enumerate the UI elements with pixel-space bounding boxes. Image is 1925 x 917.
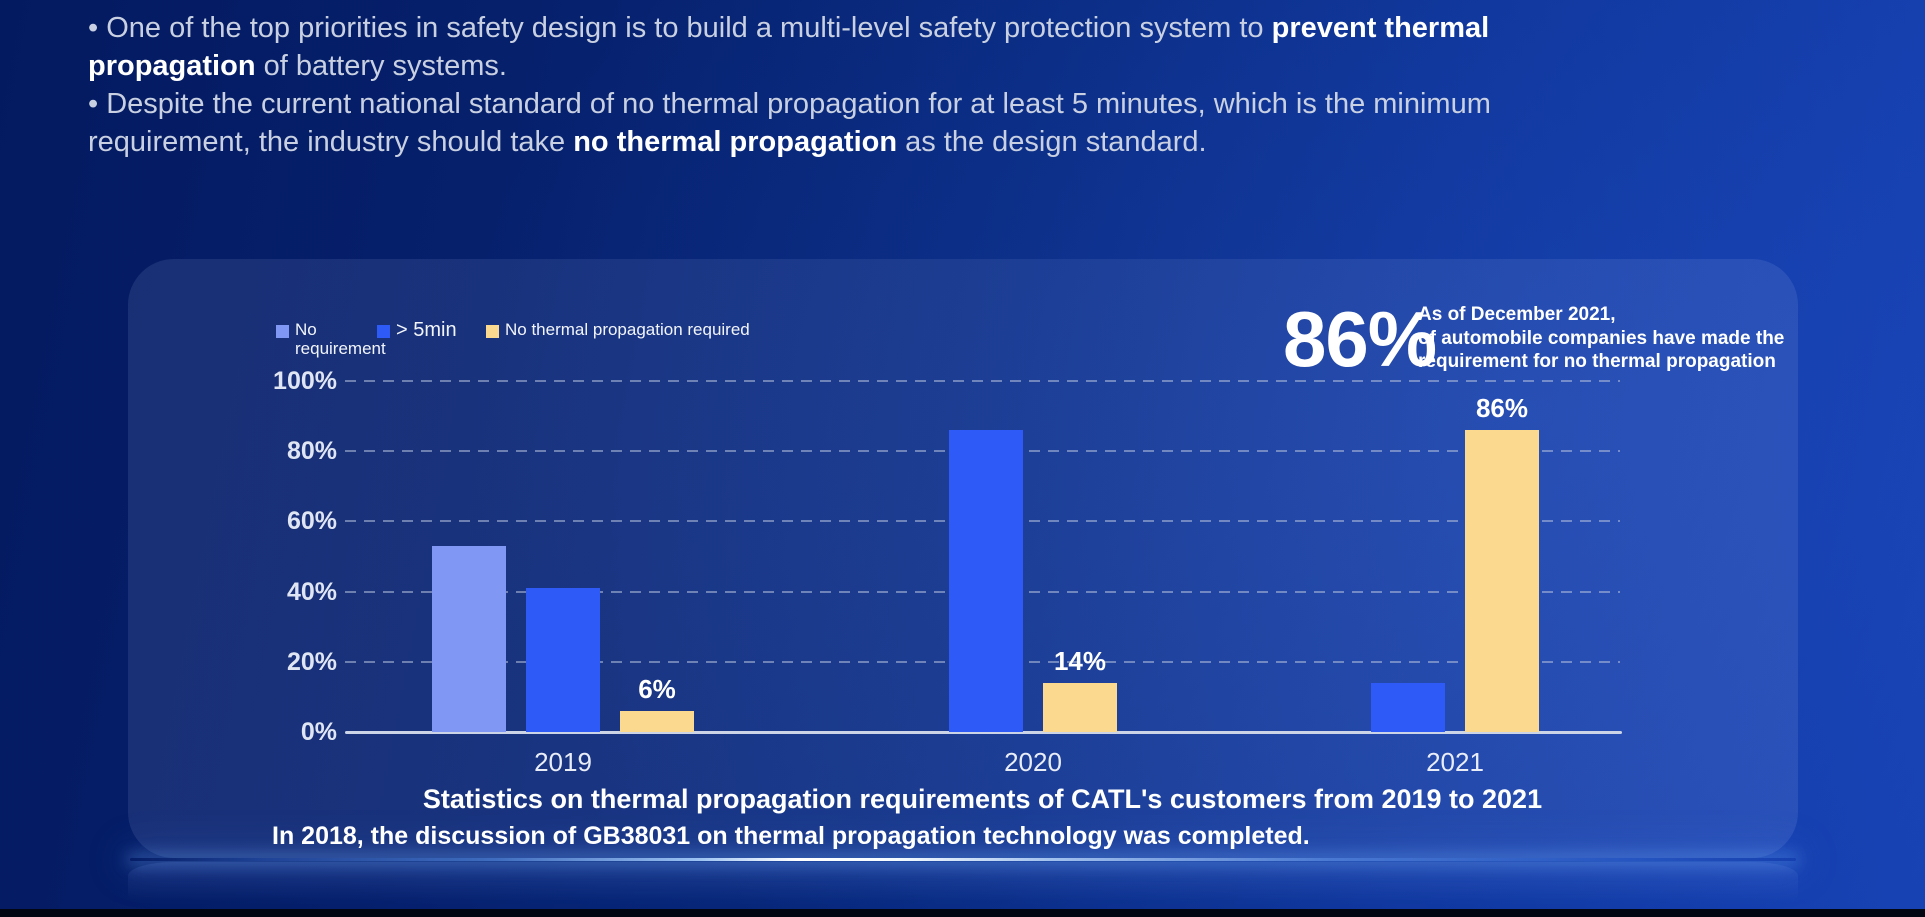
bullet-text: • Despite the current national standard …: [88, 88, 1491, 158]
callout-text: As of December 2021, of automobile compan…: [1418, 303, 1784, 374]
callout-text-line: As of December 2021,: [1418, 304, 1616, 325]
bar-value-label-2020: 14%: [1053, 646, 1107, 676]
legend-label: > 5min: [396, 319, 457, 341]
bar-2019-5min: [526, 588, 600, 732]
x-axis-label-2019: 2019: [534, 747, 592, 777]
legend-swatch-no-thermal-propagation-required: [486, 325, 499, 338]
bullet-text: • One of the top priorities in safety de…: [88, 12, 1272, 44]
legend-item-no-thermal-propagation-required: No thermal propagation required: [486, 320, 750, 339]
bar-2019-no-thermal-propagation-required: [620, 711, 694, 732]
chart-footnote: In 2018, the discussion of GB38031 on th…: [272, 822, 1310, 850]
bar-2021-no-thermal-propagation-required: [1465, 430, 1539, 732]
panel-reflection: [128, 862, 1798, 908]
bar-2019-no-requirement: [432, 546, 506, 732]
bullet-text-bold: no thermal propagation: [573, 126, 898, 158]
y-axis-tick-label: 20%: [286, 648, 337, 676]
bullet-item: • One of the top priorities in safety de…: [88, 9, 1788, 85]
legend-item-no-requirement: No requirement: [276, 320, 386, 358]
bottom-edge: [0, 909, 1925, 917]
legend-swatch-5min: [377, 325, 390, 338]
x-axis-line: [345, 731, 1622, 734]
bar-value-label-2019: 6%: [638, 674, 676, 704]
y-axis-tick-label: 80%: [286, 437, 337, 465]
bar-value-label-2021: 86%: [1475, 393, 1529, 423]
y-axis-tick-label: 100%: [273, 367, 337, 395]
bar-2021-5min: [1371, 683, 1445, 732]
gridline-100: [345, 380, 1620, 382]
callout-text-line: of automobile companies have made the: [1418, 327, 1785, 349]
legend-label: No requirement: [295, 320, 386, 358]
y-axis-tick-label: 60%: [286, 507, 337, 535]
chart-title: Statistics on thermal propagation requir…: [422, 784, 1543, 814]
legend-item-5min: > 5min: [377, 320, 457, 340]
y-axis-tick-label: 40%: [286, 578, 337, 606]
bar-2020-5min: [949, 430, 1023, 732]
bullet-item: • Despite the current national standard …: [88, 85, 1788, 161]
bar-2020-no-thermal-propagation-required: [1043, 683, 1117, 732]
callout-value: 86%: [1283, 295, 1437, 383]
y-axis-tick-label: 0%: [300, 718, 337, 746]
bullet-text: as the design standard.: [897, 126, 1207, 158]
slide-bullets: • One of the top priorities in safety de…: [88, 9, 1788, 161]
legend-label: No thermal propagation required: [505, 320, 750, 339]
bullet-text: of battery systems.: [255, 50, 507, 82]
x-axis-label-2020: 2020: [1004, 747, 1062, 777]
divider-glow-line: [130, 858, 1796, 861]
legend-swatch-no-requirement: [276, 325, 289, 338]
x-axis-label-2021: 2021: [1426, 747, 1484, 777]
bullet-text-bold: prevent thermal propagation: [88, 12, 1490, 82]
callout-text-line: requirement for no thermal propagation: [1418, 351, 1776, 372]
